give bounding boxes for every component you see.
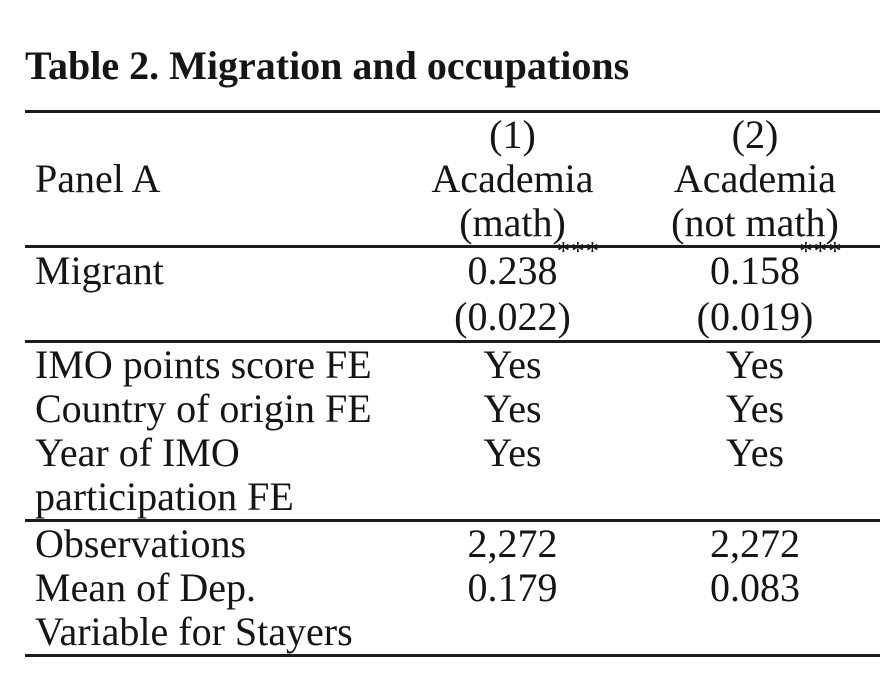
col2-number: (2) xyxy=(731,112,779,157)
col1-number: (1) xyxy=(489,112,536,157)
fe-empty-cell xyxy=(395,475,630,519)
table-title: Table 2. Migration and occupations xyxy=(25,43,630,88)
col1-header: Academia xyxy=(431,156,594,201)
header-empty-cell xyxy=(25,201,395,245)
standard-error-col1: (0.022) xyxy=(454,294,571,339)
stats-empty-cell xyxy=(395,610,630,654)
col1-subheader: (math) xyxy=(459,200,566,245)
coefficient-value: 0.238 xyxy=(467,248,558,293)
significance-stars: *** xyxy=(556,236,601,266)
fixed-effects-section: IMO points score FE Yes Yes Country of o… xyxy=(25,340,880,519)
regression-table: (1) (2) Panel A Academia Academia (math)… xyxy=(25,110,880,657)
header-empty-cell xyxy=(25,113,395,157)
row-label-imo-points-score-fe: IMO points score FE xyxy=(35,342,372,387)
coefficient-empty-cell xyxy=(25,294,395,340)
fe-value-col2: Yes xyxy=(725,430,785,475)
fe-value-col1: Yes xyxy=(483,342,542,387)
row-label-migrant: Migrant xyxy=(35,248,164,293)
standard-error-col2: (0.019) xyxy=(696,294,814,339)
header-section: (1) (2) Panel A Academia Academia (math)… xyxy=(25,110,880,245)
observations-col2: 2,272 xyxy=(710,521,800,566)
coefficient-section: Migrant 0.238 *** 0.158 *** (0.022) (0.019… xyxy=(25,238,880,340)
panel-label: Panel A xyxy=(35,156,161,201)
observations-col1: 2,272 xyxy=(467,521,558,566)
fe-value-col2: Yes xyxy=(725,386,785,431)
fe-value-col1: Yes xyxy=(483,430,542,475)
stats-empty-cell xyxy=(630,610,880,654)
row-label-variable-for-stayers: Variable for Stayers xyxy=(35,609,353,654)
row-label-participation-fe: participation FE xyxy=(35,474,294,519)
col2-header: Academia xyxy=(673,156,837,201)
significance-stars: *** xyxy=(799,236,843,266)
coefficient-col1: 0.238 *** xyxy=(395,238,630,294)
row-label-year-of-imo: Year of IMO xyxy=(35,430,240,475)
mean-dep-col2: 0.083 xyxy=(710,565,800,610)
row-label-observations: Observations xyxy=(35,521,247,566)
fe-value-col2: Yes xyxy=(725,342,785,387)
paper-page: Table 2. Migration and occupations (1) (… xyxy=(0,42,880,700)
fe-empty-cell xyxy=(630,475,880,519)
coefficient-col2: 0.158 *** xyxy=(630,238,880,294)
statistics-section: Observations 2,272 2,272 Mean of Dep. 0.… xyxy=(25,519,880,657)
row-label-country-of-origin-fe: Country of origin FE xyxy=(35,386,372,431)
coefficient-value: 0.158 xyxy=(710,248,800,293)
fe-value-col1: Yes xyxy=(483,386,542,431)
col2-subheader: (not math) xyxy=(671,200,839,245)
row-label-mean-of-dep: Mean of Dep. xyxy=(35,565,257,610)
mean-dep-col1: 0.179 xyxy=(467,565,558,610)
